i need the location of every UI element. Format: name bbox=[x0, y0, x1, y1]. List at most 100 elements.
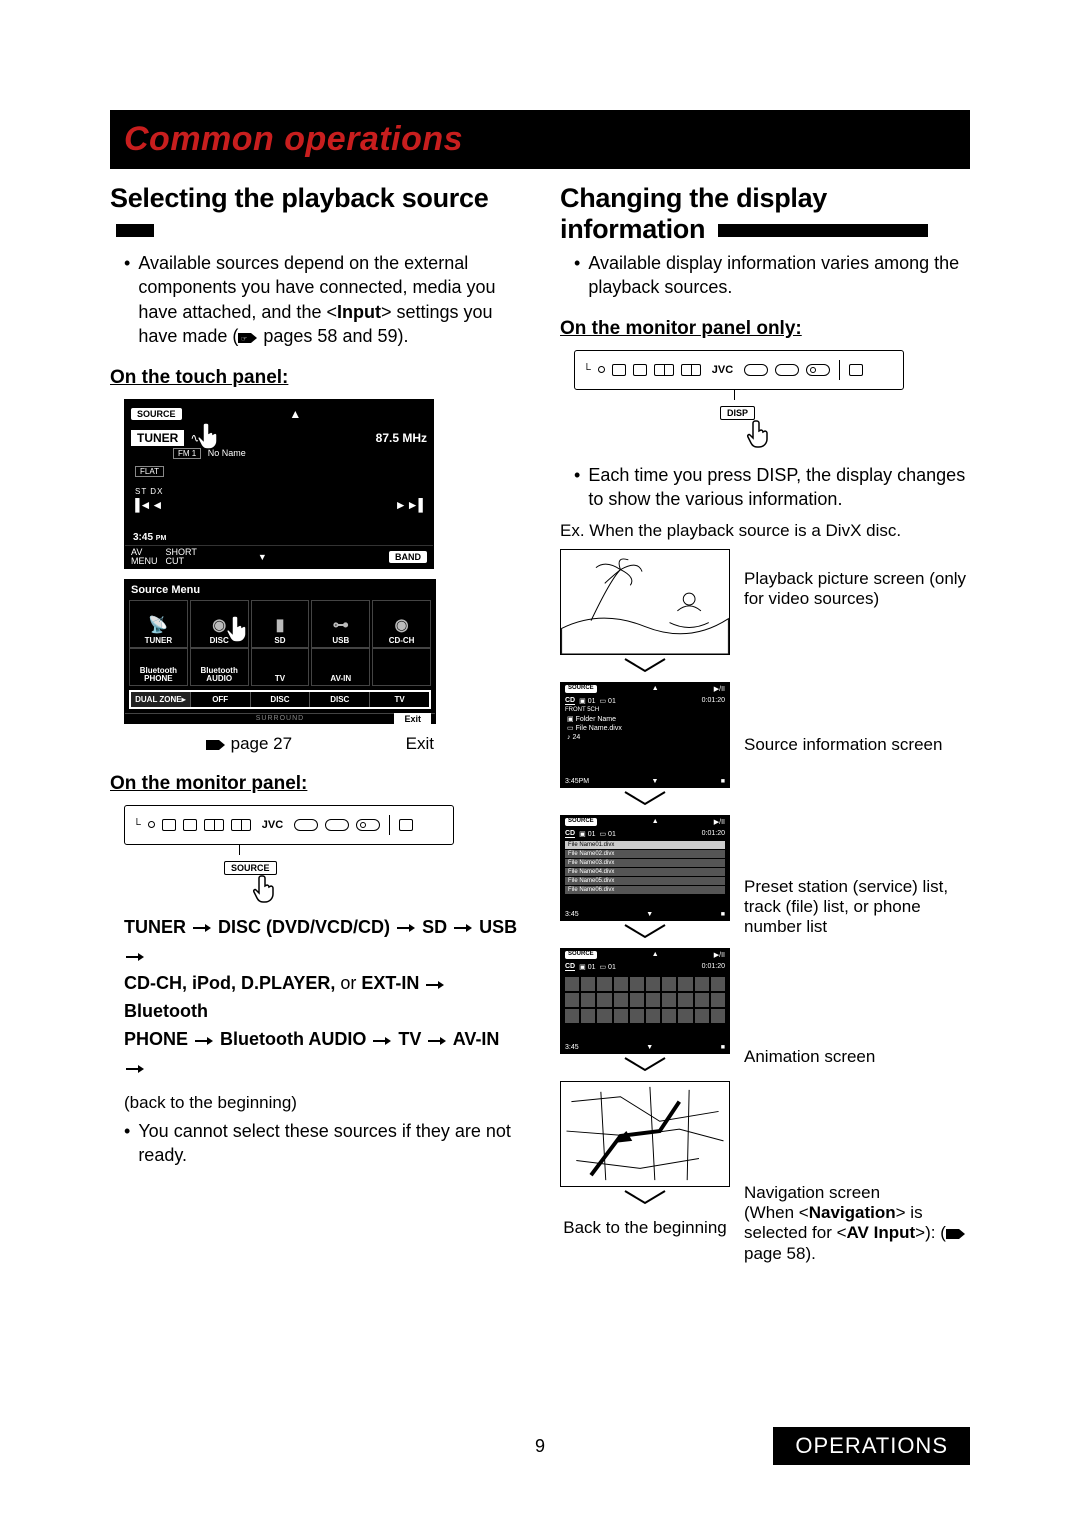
label-1: Playback picture screen (only for video … bbox=[744, 549, 970, 675]
source-button[interactable]: SOURCE bbox=[131, 408, 182, 420]
pointer-icon bbox=[946, 1224, 966, 1244]
prev-track-icon[interactable]: ▐◄◄ bbox=[131, 498, 163, 512]
stdx: ST DX bbox=[135, 487, 433, 496]
h2a: Changing the display bbox=[560, 183, 827, 213]
source-physical-button[interactable]: SOURCE bbox=[224, 861, 277, 875]
dz-disc2[interactable]: DISC bbox=[310, 692, 370, 707]
left-bullet-1: • Available sources depend on the extern… bbox=[124, 251, 520, 349]
dual-zone-row[interactable]: DUAL ZONE▸ OFF DISC DISC TV bbox=[129, 690, 431, 709]
down-icon: ▼ bbox=[258, 552, 267, 562]
monitor-panel-illustration: └ JVC SOURCE bbox=[124, 805, 454, 904]
jvc-logo: JVC bbox=[262, 819, 283, 831]
example-note: Ex. When the playback source is a DivX d… bbox=[560, 521, 970, 541]
label-2: Source information screen bbox=[744, 695, 970, 841]
src-avin[interactable]: AV-IN bbox=[311, 648, 370, 686]
dz-off[interactable]: OFF bbox=[191, 692, 251, 707]
btn-icon bbox=[294, 819, 318, 831]
disp-physical-button[interactable]: DISP bbox=[720, 406, 755, 420]
hand-pointer-icon bbox=[252, 874, 278, 904]
t: Input bbox=[337, 302, 381, 322]
tuner-label: TUNER bbox=[131, 430, 184, 446]
btn-icon bbox=[204, 819, 224, 831]
flat-badge: FLAT bbox=[135, 466, 164, 477]
thumb-list: SOURCE▲▶/II CD▣ 01▭ 010:01:20 File Name0… bbox=[560, 815, 730, 921]
seq-back: (back to the beginning) bbox=[124, 1093, 520, 1113]
exit-button[interactable]: Exit bbox=[394, 713, 431, 725]
source-menu-illustration: Source Menu 📡TUNER ◉ DISC ▮SD ⊶USB ◉CD-CH… bbox=[124, 579, 436, 724]
col-left: Selecting the playback source • Availabl… bbox=[110, 183, 520, 1309]
hand-pointer-icon bbox=[746, 419, 772, 449]
hand-pointer-icon bbox=[225, 614, 251, 644]
sub-touch-panel: On the touch panel: bbox=[110, 367, 520, 389]
thumbnails-column: SOURCE▲▶/II CD▣ 01▭ 010:01:20 FRONT 5CH … bbox=[560, 549, 730, 1309]
antenna-icon: 📡 bbox=[147, 614, 169, 636]
dz-label: DUAL ZONE▸ bbox=[131, 692, 191, 707]
src-cdch[interactable]: ◉CD-CH bbox=[372, 600, 431, 648]
src-bt-phone[interactable]: Bluetooth PHONE bbox=[129, 648, 188, 686]
clock: 3:45 bbox=[133, 532, 153, 543]
page-number: 9 bbox=[0, 1436, 1080, 1457]
h2-selecting-text: Selecting the playback source bbox=[110, 183, 488, 213]
source-menu-title: Source Menu bbox=[125, 580, 435, 600]
corner-icon: └ bbox=[133, 819, 141, 831]
src-empty bbox=[372, 648, 431, 686]
bullet-dot: • bbox=[124, 251, 130, 349]
pointer-icon bbox=[206, 735, 226, 755]
btn-icon bbox=[183, 819, 197, 831]
sub-monitor-only: On the monitor panel only: bbox=[560, 318, 970, 340]
btn-icon bbox=[325, 819, 349, 831]
jvc-logo: JVC bbox=[712, 364, 733, 376]
pointer-icon: ☞ bbox=[238, 325, 258, 349]
dz-disc1[interactable]: DISC bbox=[251, 692, 311, 707]
shortcut[interactable]: SHORT CUT bbox=[166, 548, 197, 566]
thumb-source-info: SOURCE▲▶/II CD▣ 01▭ 010:01:20 FRONT 5CH … bbox=[560, 682, 730, 788]
t: pages 58 and 59). bbox=[258, 326, 408, 346]
src-tv[interactable]: TV bbox=[251, 648, 310, 686]
frequency: 87.5 MHz bbox=[376, 431, 427, 445]
btn-icon bbox=[231, 819, 251, 831]
up-icon: ▲ bbox=[289, 407, 301, 421]
label-4: Animation screen bbox=[744, 1003, 970, 1153]
src-tuner[interactable]: 📡TUNER bbox=[129, 600, 188, 648]
section-banner: Common operations bbox=[110, 110, 970, 169]
next-track-icon[interactable]: ►►▌ bbox=[395, 498, 427, 512]
surround-label: SURROUND bbox=[125, 713, 435, 723]
source-sequence: TUNER DISC (DVD/VCD/CD) SD USB CD-CH, iP… bbox=[124, 914, 520, 1083]
right-bullet-1: •Available display information varies am… bbox=[574, 251, 970, 300]
callout-line bbox=[239, 845, 454, 855]
h2-selecting: Selecting the playback source bbox=[110, 183, 520, 245]
divider bbox=[389, 815, 390, 835]
h2-changing: Changing the display information bbox=[560, 183, 970, 245]
corner-icon: └ bbox=[583, 364, 591, 376]
label-5: Navigation screen (When <Navigation> is … bbox=[744, 1173, 970, 1289]
col-right: Changing the display information •Availa… bbox=[560, 183, 970, 1309]
right-bullet-2: •Each time you press DISP, the display c… bbox=[574, 463, 970, 512]
page-footer: 9 OPERATIONS bbox=[0, 1427, 1080, 1465]
left-bullet-2: •You cannot select these sources if they… bbox=[124, 1119, 520, 1168]
btn-icon bbox=[162, 819, 176, 831]
thumb-navigation bbox=[560, 1081, 730, 1187]
monitor-face: └ JVC bbox=[124, 805, 454, 845]
src-bt-audio[interactable]: Bluetooth AUDIO bbox=[190, 648, 249, 686]
btn-icon bbox=[399, 819, 413, 831]
h2-bar bbox=[116, 224, 154, 237]
svg-text:☞: ☞ bbox=[241, 336, 247, 343]
usb-icon: ⊶ bbox=[330, 614, 352, 636]
touch-panel-illustration: SOURCE ▲ TUNER ∿ 87.5 MHz FM 1 No Name bbox=[124, 399, 434, 599]
thumb-animation: SOURCE▲▶/II CD▣ 01▭ 010:01:20 3:45▼■ bbox=[560, 948, 730, 1054]
band-button[interactable]: BAND bbox=[389, 551, 427, 563]
btn-icon bbox=[356, 819, 380, 831]
thumb-playback bbox=[560, 549, 730, 655]
dz-tv[interactable]: TV bbox=[370, 692, 429, 707]
src-sd[interactable]: ▮SD bbox=[251, 600, 310, 648]
pm: PM bbox=[156, 535, 167, 542]
av-menu[interactable]: AV MENU bbox=[131, 548, 158, 566]
back-to-beginning: Back to the beginning bbox=[560, 1218, 730, 1238]
cdch-icon: ◉ bbox=[391, 614, 413, 636]
src-usb[interactable]: ⊶USB bbox=[311, 600, 370, 648]
cap-page: page 27 bbox=[231, 734, 292, 753]
dot-icon bbox=[148, 821, 155, 828]
thumb-labels: Playback picture screen (only for video … bbox=[744, 549, 970, 1309]
sub-monitor-panel: On the monitor panel: bbox=[110, 773, 520, 795]
monitor-panel-illustration-2: └ JVC DISP bbox=[574, 350, 904, 449]
